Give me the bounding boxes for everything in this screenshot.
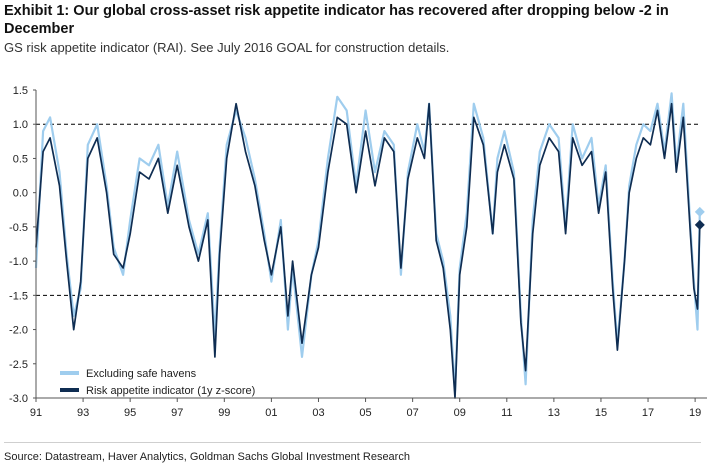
x-tick-label: 05 — [359, 407, 371, 419]
legend: Excluding safe havens Risk appetite indi… — [60, 368, 255, 397]
chart-title: Exhibit 1: Our global cross-asset risk a… — [4, 3, 669, 37]
axes — [35, 90, 707, 399]
x-tick-label: 15 — [595, 407, 607, 419]
end-marker-rai — [694, 219, 705, 230]
y-tick-label: 1.5 — [13, 85, 28, 97]
x-tick-label: 97 — [171, 407, 183, 419]
x-tick-label: 19 — [689, 407, 701, 419]
y-tick-label: 0.5 — [13, 153, 28, 165]
y-tick-label: 1.0 — [13, 119, 28, 131]
y-tick-label: -3.0 — [9, 393, 28, 405]
series-line-rai — [35, 102, 701, 399]
y-tick-labels: 1.5 1.0 0.5 0.0 -0.5 -1.0 -1.5 -2.0 -2.5 -3.0 — [9, 85, 36, 405]
legend-label-rai: Risk appetite indicator (1y z-score) — [86, 385, 255, 397]
x-tick-label: 91 — [30, 407, 42, 419]
end-marker-safe-havens — [694, 206, 705, 217]
risk-appetite-chart: 1.51.00.50.0-0.5-1.0-1.5-2.0-2.5-3.0 91 9… — [9, 85, 707, 419]
x-tick-labels: 91 93 95 97 99 01 03 05 07 09 11 13 15 17 19 — [30, 398, 701, 419]
y-tick-label: 0.0 — [13, 188, 28, 200]
series-lines — [34, 92, 701, 399]
y-tick-label: -2.0 — [9, 325, 28, 337]
x-tick-label: 95 — [124, 407, 136, 419]
source-divider — [4, 442, 701, 443]
legend-label-safe-havens: Excluding safe havens — [86, 368, 197, 380]
x-tick-label: 01 — [265, 407, 277, 419]
x-tick-label: 03 — [312, 407, 324, 419]
x-tick-label: 13 — [548, 407, 560, 419]
x-tick-label: 99 — [218, 407, 230, 419]
chart-subtitle: GS risk appetite indicator (RAI). See Ju… — [4, 40, 450, 55]
x-tick-label: 09 — [454, 407, 466, 419]
y-tick-label: -2.5 — [9, 359, 28, 371]
y-tick-label: -0.5 — [9, 222, 28, 234]
y-tick-label: -1.5 — [9, 290, 28, 302]
series-line-safe-havens — [34, 92, 701, 393]
x-tick-label: 07 — [407, 407, 419, 419]
source-note: Source: Datastream, Haver Analytics, Gol… — [4, 451, 410, 463]
y-tick-label: -1.0 — [9, 256, 28, 268]
x-tick-label: 17 — [642, 407, 654, 419]
x-tick-label: 11 — [501, 407, 512, 419]
x-tick-label: 93 — [77, 407, 89, 419]
end-markers — [694, 206, 705, 230]
